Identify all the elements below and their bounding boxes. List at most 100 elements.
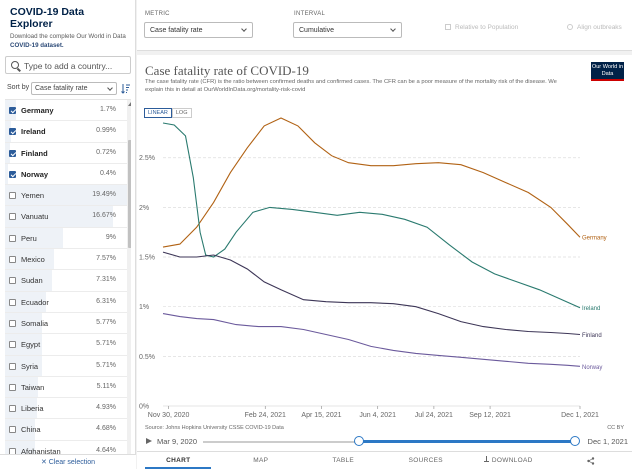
series-line-germany[interactable] (162, 117, 581, 248)
tab-chart[interactable]: CHART (137, 452, 220, 469)
checkbox-icon[interactable] (9, 319, 16, 327)
relative-label: Relative to Population (455, 24, 519, 31)
chart-source[interactable]: Source: Johns Hopkins University CSSE CO… (145, 425, 284, 431)
checkbox-icon[interactable] (9, 383, 16, 391)
checkbox-icon[interactable] (9, 341, 16, 349)
country-row[interactable]: China 4.68% (5, 419, 131, 441)
scroll-up-icon[interactable] (128, 102, 131, 106)
country-row[interactable]: Somalia 5.77% (5, 312, 131, 335)
checkbox-checked-icon[interactable] (9, 170, 16, 178)
country-list-scrollbar[interactable] (127, 100, 131, 454)
country-name: Mexico (21, 255, 45, 265)
country-name: Liberia (21, 404, 44, 414)
country-row[interactable]: Mexico 7.57% (5, 249, 131, 271)
country-row[interactable]: Ecuador 6.31% (5, 291, 131, 313)
country-row[interactable]: Yemen 19.49% (5, 185, 131, 207)
checkbox-checked-icon[interactable] (9, 149, 16, 157)
clear-selection-button[interactable]: ✕ Clear selection (0, 454, 136, 469)
value-bar (5, 163, 8, 185)
series-line-finland[interactable] (162, 251, 581, 336)
play-icon[interactable] (146, 438, 152, 444)
x-tick-label: Sep 12, 2021 (469, 412, 511, 419)
sort-select-value: Case fatality rate (35, 85, 88, 92)
relative-to-population-option[interactable]: Relative to Population (445, 24, 518, 31)
country-name: Germany (21, 106, 54, 115)
value-bar (5, 206, 113, 227)
country-name: Syria (21, 361, 39, 371)
license-link[interactable]: CC BY (607, 425, 624, 431)
country-row[interactable]: Syria 5.71% (5, 355, 131, 377)
country-row[interactable]: Finland 0.72% (5, 142, 131, 164)
country-value: 5.71% (96, 361, 116, 369)
country-row[interactable]: Sudan 7.31% (5, 270, 131, 292)
download-icon (483, 456, 489, 462)
checkbox-icon[interactable] (9, 405, 16, 413)
checkbox-icon[interactable] (9, 447, 16, 454)
sidebar: COVID-19 Data Explorer Download the comp… (0, 0, 136, 469)
checkbox-icon[interactable] (9, 256, 16, 264)
x-tick-label: Jul 24, 2021 (415, 412, 453, 419)
sort-row: Sort by Case fatality rate (5, 82, 131, 95)
value-bar (5, 419, 36, 440)
log-scale-button[interactable]: LOG (171, 108, 192, 118)
country-value: 0.99% (96, 127, 116, 135)
country-row[interactable]: Afghanistan 4.64% (5, 440, 131, 454)
scroll-thumb[interactable] (128, 140, 131, 248)
checkbox-icon[interactable] (9, 192, 16, 200)
metric-select-value: Case fatality rate (150, 27, 203, 34)
sort-order-icon[interactable] (121, 83, 131, 94)
country-name: Egypt (21, 340, 41, 350)
checkbox-icon[interactable] (9, 213, 16, 221)
value-bar (5, 376, 39, 398)
value-bar (5, 291, 46, 312)
checkbox-checked-icon[interactable] (9, 107, 16, 114)
series-line-norway[interactable] (162, 313, 581, 367)
country-value: 16.67% (92, 212, 116, 220)
country-value: 5.11% (96, 382, 116, 390)
tab-share[interactable] (550, 452, 632, 469)
sidebar-header: COVID-19 Data Explorer Download the comp… (0, 0, 135, 51)
country-row[interactable]: Peru 9% (5, 227, 131, 250)
metric-select[interactable]: Case fatality rate (144, 22, 253, 38)
y-tick-label: 0.5% (139, 354, 155, 361)
interval-select[interactable]: Cumulative (293, 22, 402, 38)
country-search-input[interactable] (24, 59, 128, 72)
tab-map[interactable]: MAP (253, 457, 269, 464)
dataset-link[interactable]: COVID-19 dataset. (10, 41, 64, 49)
linear-scale-button[interactable]: LINEAR (144, 108, 172, 118)
checkbox-icon[interactable] (9, 426, 16, 434)
x-tick-label: Jun 4, 2021 (359, 412, 396, 419)
checkbox-icon[interactable] (9, 362, 16, 370)
checkbox-icon[interactable] (9, 298, 16, 306)
explorer-title: COVID-19 Data Explorer (10, 6, 85, 30)
value-bar (5, 249, 54, 270)
tab-sources[interactable]: SOURCES (408, 457, 443, 464)
country-row[interactable]: Taiwan 5.11% (5, 376, 131, 399)
country-value: 4.68% (96, 425, 116, 433)
country-search[interactable] (5, 56, 131, 74)
sort-select[interactable]: Case fatality rate (31, 82, 117, 95)
country-row[interactable]: Ireland 0.99% (5, 121, 131, 143)
country-row[interactable]: Norway 0.4% (5, 163, 131, 186)
country-value: 7.31% (96, 276, 116, 284)
checkbox-icon[interactable] (9, 277, 16, 285)
checkbox-icon[interactable] (9, 234, 16, 242)
tab-download[interactable]: DOWNLOAD (467, 452, 550, 469)
owid-logo[interactable]: Our World in Data (591, 62, 624, 81)
country-row[interactable]: Vanuatu 16.67% (5, 206, 131, 228)
tab-table[interactable]: TABLE (332, 457, 355, 464)
checkbox-checked-icon[interactable] (9, 128, 16, 136)
country-name: Yemen (21, 191, 45, 201)
align-outbreaks-option[interactable]: Align outbreaks (567, 24, 622, 31)
country-row[interactable]: Germany 1.7% (5, 100, 131, 122)
timeline-start-handle[interactable] (354, 436, 364, 446)
value-bar (5, 227, 64, 249)
country-value: 4.93% (96, 404, 116, 412)
timeline-end-handle[interactable] (570, 436, 580, 446)
country-row[interactable]: Egypt 5.71% (5, 334, 131, 356)
country-row[interactable]: Liberia 4.93% (5, 398, 131, 420)
series-label-norway: Norway (582, 365, 602, 371)
chart-subtitle: The case fatality rate (CFR) is the rati… (145, 79, 557, 93)
series-line-ireland[interactable] (162, 122, 581, 309)
